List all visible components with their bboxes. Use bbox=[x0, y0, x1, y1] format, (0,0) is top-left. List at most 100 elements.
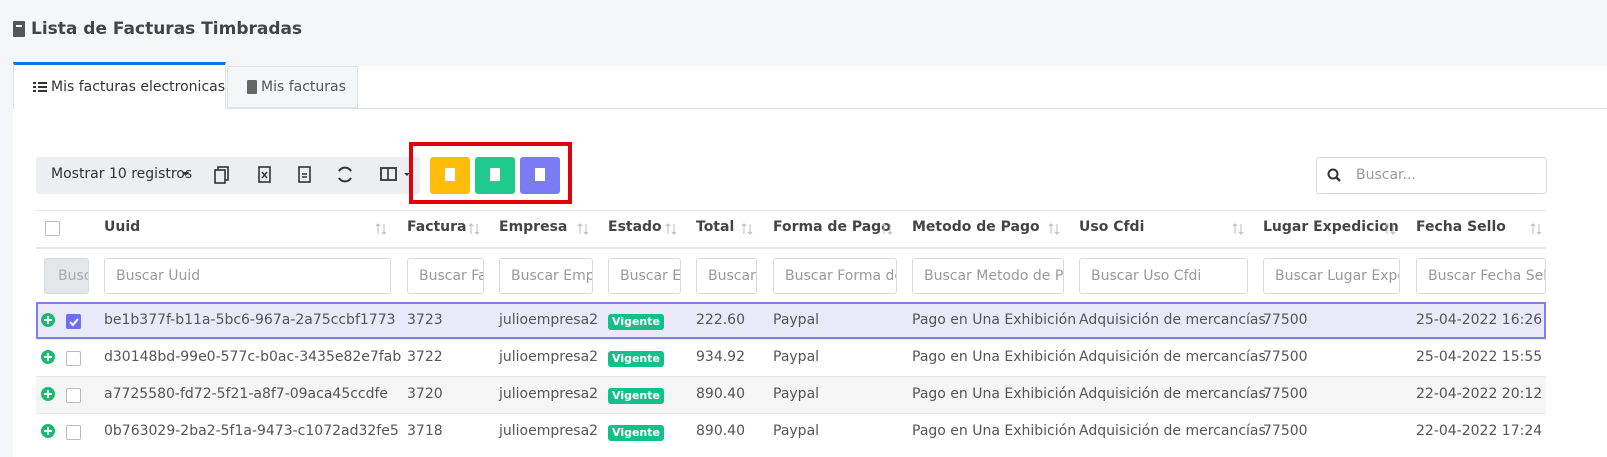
cell: 22-04-2022 17:24 bbox=[1416, 423, 1543, 439]
search-input[interactable]: Buscar... bbox=[1316, 157, 1547, 194]
expand-icon[interactable] bbox=[41, 424, 55, 442]
sort-icon[interactable] bbox=[665, 223, 677, 239]
filter-input[interactable]: Buscar Metodo de Pago bbox=[912, 258, 1064, 294]
cell: Pago en Una Exhibición bbox=[912, 386, 1077, 402]
cell: be1b377f-b11a-5bc6-967a-2a75ccbf1773 bbox=[104, 312, 396, 328]
row[interactable] bbox=[36, 413, 1546, 450]
row-checkbox[interactable] bbox=[66, 425, 81, 440]
cell: 25-04-2022 16:26 bbox=[1416, 312, 1543, 328]
cell: 222.60 bbox=[696, 312, 745, 328]
button-icons bbox=[445, 168, 545, 181]
status-badge: Vigente bbox=[608, 314, 664, 330]
column-header[interactable]: Uso Cfdi bbox=[1079, 219, 1145, 235]
rule bbox=[36, 210, 1546, 211]
cell: julioempresa2 bbox=[499, 349, 599, 365]
cell: 0b763029-2ba2-5f1a-9473-c1072ad32fe5 bbox=[104, 423, 399, 439]
filter-input[interactable]: Buscar Forma de Pago bbox=[773, 258, 897, 294]
filter-button[interactable]: Buscar bbox=[44, 258, 89, 294]
search-icon bbox=[1327, 168, 1341, 182]
column-header[interactable]: Forma de Pago bbox=[773, 219, 891, 235]
filter-input[interactable]: Buscar Estado bbox=[608, 258, 681, 294]
cell: Adquisición de mercancías bbox=[1079, 386, 1266, 402]
tab-label[interactable]: Mis facturas bbox=[261, 79, 346, 95]
filter-input[interactable]: Buscar Empresa bbox=[499, 258, 593, 294]
cell: Pago en Una Exhibición bbox=[912, 423, 1077, 439]
filter-input[interactable]: Buscar Lugar Expedicion bbox=[1263, 258, 1400, 294]
cell: 890.40 bbox=[696, 423, 745, 439]
cell: 3723 bbox=[407, 312, 443, 328]
filter-input[interactable]: Buscar Total bbox=[696, 258, 757, 294]
sort-icon[interactable] bbox=[741, 223, 753, 239]
column-header[interactable]: Lugar Expedicion bbox=[1263, 219, 1399, 235]
cell: Paypal bbox=[773, 312, 820, 328]
row[interactable] bbox=[36, 376, 1546, 413]
filter-input[interactable]: Buscar Factura bbox=[407, 258, 484, 294]
status-badge: Vigente bbox=[608, 425, 664, 441]
cell: Paypal bbox=[773, 423, 820, 439]
cell: 3718 bbox=[407, 423, 443, 439]
expand-icon[interactable] bbox=[41, 313, 55, 331]
tab[interactable] bbox=[227, 66, 358, 108]
sort-icon[interactable] bbox=[881, 223, 893, 239]
cell: Pago en Una Exhibición bbox=[912, 312, 1077, 328]
row[interactable] bbox=[36, 302, 1546, 339]
column-header[interactable]: Fecha Sello bbox=[1416, 219, 1506, 235]
cell: julioempresa2 bbox=[499, 312, 599, 328]
sort-icon[interactable] bbox=[1048, 223, 1060, 239]
sort-icon[interactable] bbox=[1530, 223, 1542, 239]
column-header[interactable]: Empresa bbox=[499, 219, 568, 235]
list-icon bbox=[33, 82, 47, 92]
page-title: Lista de Facturas Timbradas bbox=[31, 19, 303, 39]
cell: julioempresa2 bbox=[499, 386, 599, 402]
tab-active[interactable] bbox=[13, 62, 226, 109]
cell: Adquisición de mercancías bbox=[1079, 423, 1266, 439]
row-checkbox[interactable] bbox=[66, 388, 81, 403]
cell: Adquisición de mercancías bbox=[1079, 312, 1266, 328]
cell: Adquisición de mercancías bbox=[1079, 349, 1266, 365]
sort-icon[interactable] bbox=[1384, 223, 1396, 239]
status-badge: Vigente bbox=[608, 351, 664, 367]
column-header[interactable]: Estado bbox=[608, 219, 662, 235]
cell: Paypal bbox=[773, 386, 820, 402]
cell: 934.92 bbox=[696, 349, 745, 365]
column-header[interactable]: Factura bbox=[407, 219, 467, 235]
row[interactable] bbox=[36, 339, 1546, 376]
caret bbox=[182, 172, 189, 176]
cell: d30148bd-99e0-577c-b0ac-3435e82e7fab bbox=[104, 349, 402, 365]
cell: 77500 bbox=[1263, 312, 1308, 328]
cell: a7725580-fd72-5f21-a8f7-09aca45ccdfe bbox=[104, 386, 389, 402]
column-header[interactable]: Metodo de Pago bbox=[912, 219, 1040, 235]
cell: 22-04-2022 20:12 bbox=[1416, 386, 1543, 402]
expand-icon[interactable] bbox=[41, 350, 55, 368]
rule bbox=[36, 247, 1546, 249]
sort-icon[interactable] bbox=[468, 223, 480, 239]
tab-line bbox=[13, 108, 1607, 109]
cell: 77500 bbox=[1263, 349, 1308, 365]
filter-input[interactable]: Buscar Uuid bbox=[104, 258, 391, 294]
filter-input[interactable]: Buscar Uso Cfdi bbox=[1079, 258, 1248, 294]
tab-label[interactable]: Mis facturas electronicas bbox=[51, 79, 226, 95]
cell: 77500 bbox=[1263, 386, 1308, 402]
row-checkbox[interactable] bbox=[66, 351, 81, 366]
file-icon bbox=[247, 80, 257, 94]
length-menu[interactable]: Mostrar 10 registros bbox=[51, 166, 193, 182]
row-checkbox[interactable] bbox=[66, 314, 81, 329]
cell: 25-04-2022 15:55 bbox=[1416, 349, 1543, 365]
cell: 890.40 bbox=[696, 386, 745, 402]
toolbar-icons[interactable] bbox=[214, 165, 414, 185]
status-badge: Vigente bbox=[608, 388, 664, 404]
sort-icon[interactable] bbox=[1232, 223, 1244, 239]
cell: 3720 bbox=[407, 386, 443, 402]
column-header[interactable]: Total bbox=[696, 219, 735, 235]
column-header[interactable]: Uuid bbox=[104, 219, 141, 235]
title-icon bbox=[13, 21, 25, 37]
select-all[interactable] bbox=[45, 221, 60, 236]
cell: Pago en Una Exhibición bbox=[912, 349, 1077, 365]
sort-icon[interactable] bbox=[577, 223, 589, 239]
sort-icon[interactable] bbox=[375, 223, 387, 239]
cell: Paypal bbox=[773, 349, 820, 365]
expand-icon[interactable] bbox=[41, 387, 55, 405]
cell: julioempresa2 bbox=[499, 423, 599, 439]
filter-input[interactable]: Buscar Fecha Sello bbox=[1416, 258, 1546, 294]
